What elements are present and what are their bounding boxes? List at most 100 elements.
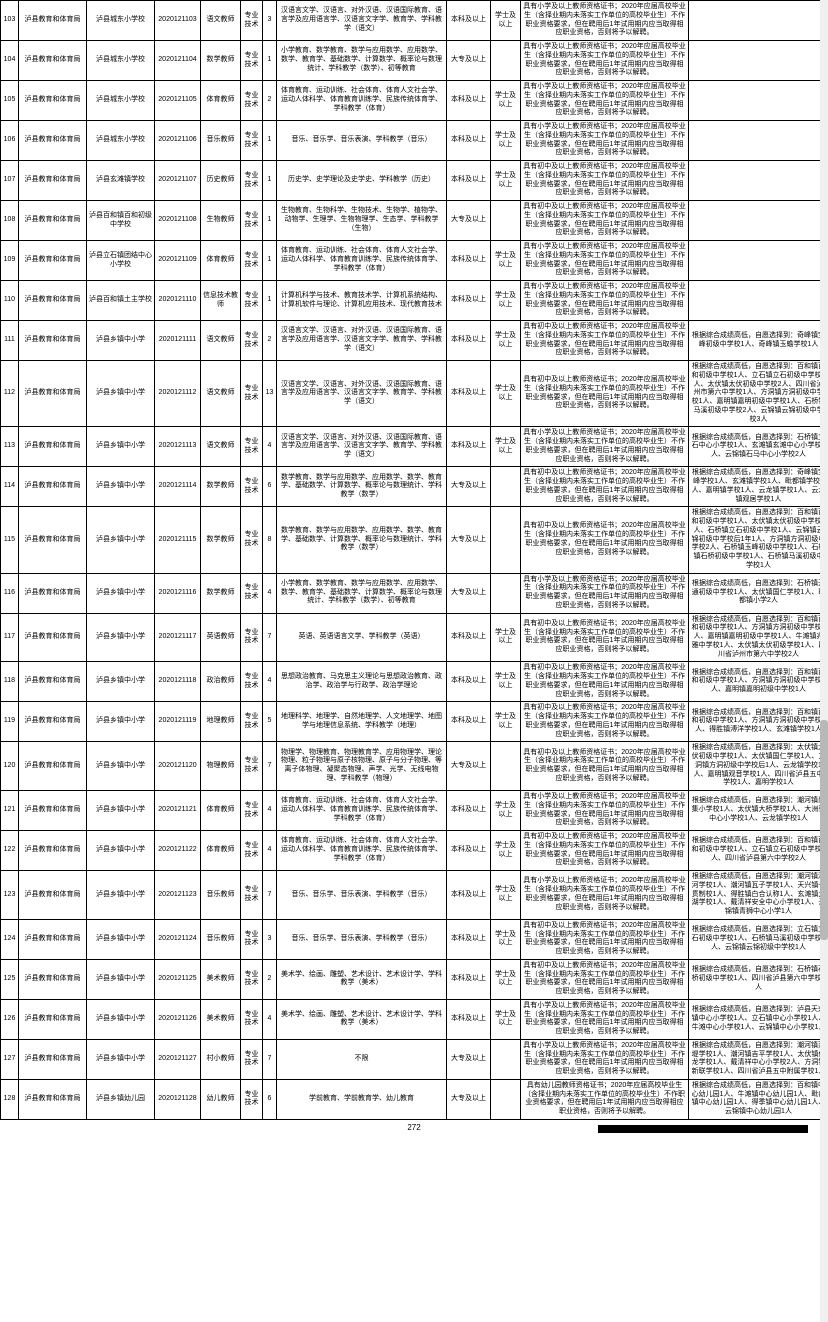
cell-cat: 专业技术 <box>241 467 263 507</box>
cell-edu: 本科及以上 <box>447 161 491 201</box>
cell-post: 体育教师 <box>201 81 241 121</box>
table-row: 114泸县教育和体育局泸县乡镇中小学2020121114数学教师专业技术6数学教… <box>1 467 828 507</box>
cell-req: 具有小学及以上教师资格证书；2020年应届高校毕业生（含择业期内未落实工作单位的… <box>521 81 689 121</box>
cell-school: 泸县乡镇中小学 <box>87 613 155 662</box>
cell-edu: 本科及以上 <box>447 281 491 321</box>
cell-edu: 本科及以上 <box>447 959 491 999</box>
cell-cnt: 4 <box>263 831 277 871</box>
cell-n: 115 <box>1 507 19 573</box>
cell-n: 110 <box>1 281 19 321</box>
cell-edu: 大专及以上 <box>447 1039 491 1079</box>
cell-edu: 大专及以上 <box>447 467 491 507</box>
cell-major: 音乐、音乐学、音乐表演、学科教学（音乐） <box>277 121 447 161</box>
cell-edu: 本科及以上 <box>447 361 491 427</box>
cell-n: 123 <box>1 871 19 920</box>
cell-note: 根据综合成绩高低，自愿选择到：百和镇百和初级中学校1人、立石镇立石初级中学校1人… <box>689 831 828 871</box>
cell-deg: 学士及以上 <box>491 161 521 201</box>
scrollbar-thumb[interactable] <box>820 720 828 940</box>
cell-edu: 本科及以上 <box>447 241 491 281</box>
cell-note <box>689 281 828 321</box>
cell-cnt: 6 <box>263 1079 277 1119</box>
table-row: 106泸县教育和体育局泸县城东小学校2020121106音乐教师专业技术1音乐、… <box>1 121 828 161</box>
cell-school: 泸县立石镇团结中心小学校 <box>87 241 155 281</box>
cell-school: 泸县百和镇百和初级中学校 <box>87 201 155 241</box>
cell-code: 2020121109 <box>155 241 201 281</box>
cell-post: 地理教师 <box>201 702 241 742</box>
cell-post: 物理教师 <box>201 742 241 791</box>
cell-edu: 大专及以上 <box>447 507 491 573</box>
redacted-bar <box>598 1125 808 1133</box>
cell-org: 泸县教育和体育局 <box>19 361 87 427</box>
cell-code: 2020121127 <box>155 1039 201 1079</box>
table-row: 121泸县教育和体育局泸县乡镇中小学2020121121体育教师专业技术4体育教… <box>1 791 828 831</box>
cell-cnt: 1 <box>263 161 277 201</box>
scrollbar-track[interactable] <box>820 0 828 1322</box>
cell-school: 泸县城东小学校 <box>87 81 155 121</box>
cell-edu: 本科及以上 <box>447 662 491 702</box>
cell-major: 音乐、音乐学、音乐表演、学科教学（音乐） <box>277 871 447 920</box>
cell-major: 数学教育、数学与应用数学、应用数学、数学、教育学、基础数学、计算数学、概率论与数… <box>277 507 447 573</box>
cell-n: 116 <box>1 573 19 613</box>
cell-cnt: 3 <box>263 1 277 41</box>
recruitment-table: 103泸县教育和体育局泸县城东小学校2020121103语文教师专业技术3汉语言… <box>0 0 828 1120</box>
cell-cnt: 1 <box>263 41 277 81</box>
cell-org: 泸县教育和体育局 <box>19 919 87 959</box>
cell-note: 根据综合成绩高低，自愿选择到：石桥镇元通初级中学校1人、太伏镇国仁学校1人、毗都… <box>689 573 828 613</box>
cell-major: 小学教育、数学教育、数学与应用数学、应用数学、数学、教育学、基础数学、计算数学、… <box>277 41 447 81</box>
cell-school: 泸县乡镇中小学 <box>87 791 155 831</box>
cell-cnt: 4 <box>263 791 277 831</box>
table-row: 118泸县教育和体育局泸县乡镇中小学2020121118政治教师专业技术4思想政… <box>1 662 828 702</box>
cell-cnt: 4 <box>263 427 277 467</box>
cell-school: 泸县百和镇土主学校 <box>87 281 155 321</box>
table-row: 124泸县教育和体育局泸县乡镇中小学2020121124音乐教师专业技术3音乐、… <box>1 919 828 959</box>
cell-deg: 学士及以上 <box>491 871 521 920</box>
cell-cnt: 2 <box>263 81 277 121</box>
cell-cat: 专业技术 <box>241 831 263 871</box>
cell-code: 2020121128 <box>155 1079 201 1119</box>
cell-post: 体育教师 <box>201 241 241 281</box>
cell-note: 根据综合成绩高低，自愿选择到：太伏镇太伏初级中学校1人、太伏镇国仁学校1人、方洞… <box>689 742 828 791</box>
cell-school: 泸县乡镇中小学 <box>87 959 155 999</box>
cell-major: 英语、英语语言文学、学科教学（英语） <box>277 613 447 662</box>
cell-org: 泸县教育和体育局 <box>19 161 87 201</box>
cell-deg: 学士及以上 <box>491 791 521 831</box>
cell-cat: 专业技术 <box>241 281 263 321</box>
cell-note <box>689 201 828 241</box>
cell-org: 泸县教育和体育局 <box>19 427 87 467</box>
cell-cnt: 1 <box>263 201 277 241</box>
table-row: 123泸县教育和体育局泸县乡镇中小学2020121123音乐教师专业技术7音乐、… <box>1 871 828 920</box>
cell-n: 106 <box>1 121 19 161</box>
cell-n: 127 <box>1 1039 19 1079</box>
cell-major: 数学教育、数学与应用数学、应用数学、数学、教育学、基础数学、计算数学、概率论与数… <box>277 467 447 507</box>
cell-post: 美术教师 <box>201 959 241 999</box>
cell-deg <box>491 1079 521 1119</box>
table-row: 104泸县教育和体育局泸县城东小学校2020121104数学教师专业技术1小学教… <box>1 41 828 81</box>
cell-post: 音乐教师 <box>201 871 241 920</box>
cell-cnt: 4 <box>263 573 277 613</box>
cell-code: 2020121103 <box>155 1 201 41</box>
cell-post: 历史教师 <box>201 161 241 201</box>
cell-deg: 学士及以上 <box>491 959 521 999</box>
cell-req: 具有小学及以上教师资格证书；2020年应届高校毕业生（含择业期内未落实工作单位的… <box>521 241 689 281</box>
cell-edu: 大专及以上 <box>447 41 491 81</box>
cell-req: 具有初中及以上教师资格证书；2020年应届高校毕业生（含择业期内未落实工作单位的… <box>521 702 689 742</box>
cell-note <box>689 121 828 161</box>
cell-major: 体育教育、运动训练、社会体育、体育人文社会学、运动人体科学、体育教育训练学、民族… <box>277 81 447 121</box>
cell-deg: 学士及以上 <box>491 919 521 959</box>
cell-post: 村小教师 <box>201 1039 241 1079</box>
cell-deg: 学士及以上 <box>491 241 521 281</box>
cell-n: 113 <box>1 427 19 467</box>
cell-deg <box>491 573 521 613</box>
cell-cat: 专业技术 <box>241 791 263 831</box>
cell-edu: 本科及以上 <box>447 791 491 831</box>
cell-req: 具有初中及以上教师资格证书；2020年应届高校毕业生（含择业期内未落实工作单位的… <box>521 613 689 662</box>
cell-note: 根据综合成绩高低，自愿选择到：奇峰镇宝峰初级中学校1人、奇峰镇玉蟾学校1人 <box>689 321 828 361</box>
cell-n: 109 <box>1 241 19 281</box>
cell-edu: 大专及以上 <box>447 573 491 613</box>
cell-school: 泸县乡镇中小学 <box>87 573 155 613</box>
cell-req: 具有小学及以上教师资格证书；2020年应届高校毕业生（含择业期内未落实工作单位的… <box>521 1039 689 1079</box>
cell-cat: 专业技术 <box>241 41 263 81</box>
cell-org: 泸县教育和体育局 <box>19 871 87 920</box>
cell-org: 泸县教育和体育局 <box>19 959 87 999</box>
cell-edu: 本科及以上 <box>447 831 491 871</box>
